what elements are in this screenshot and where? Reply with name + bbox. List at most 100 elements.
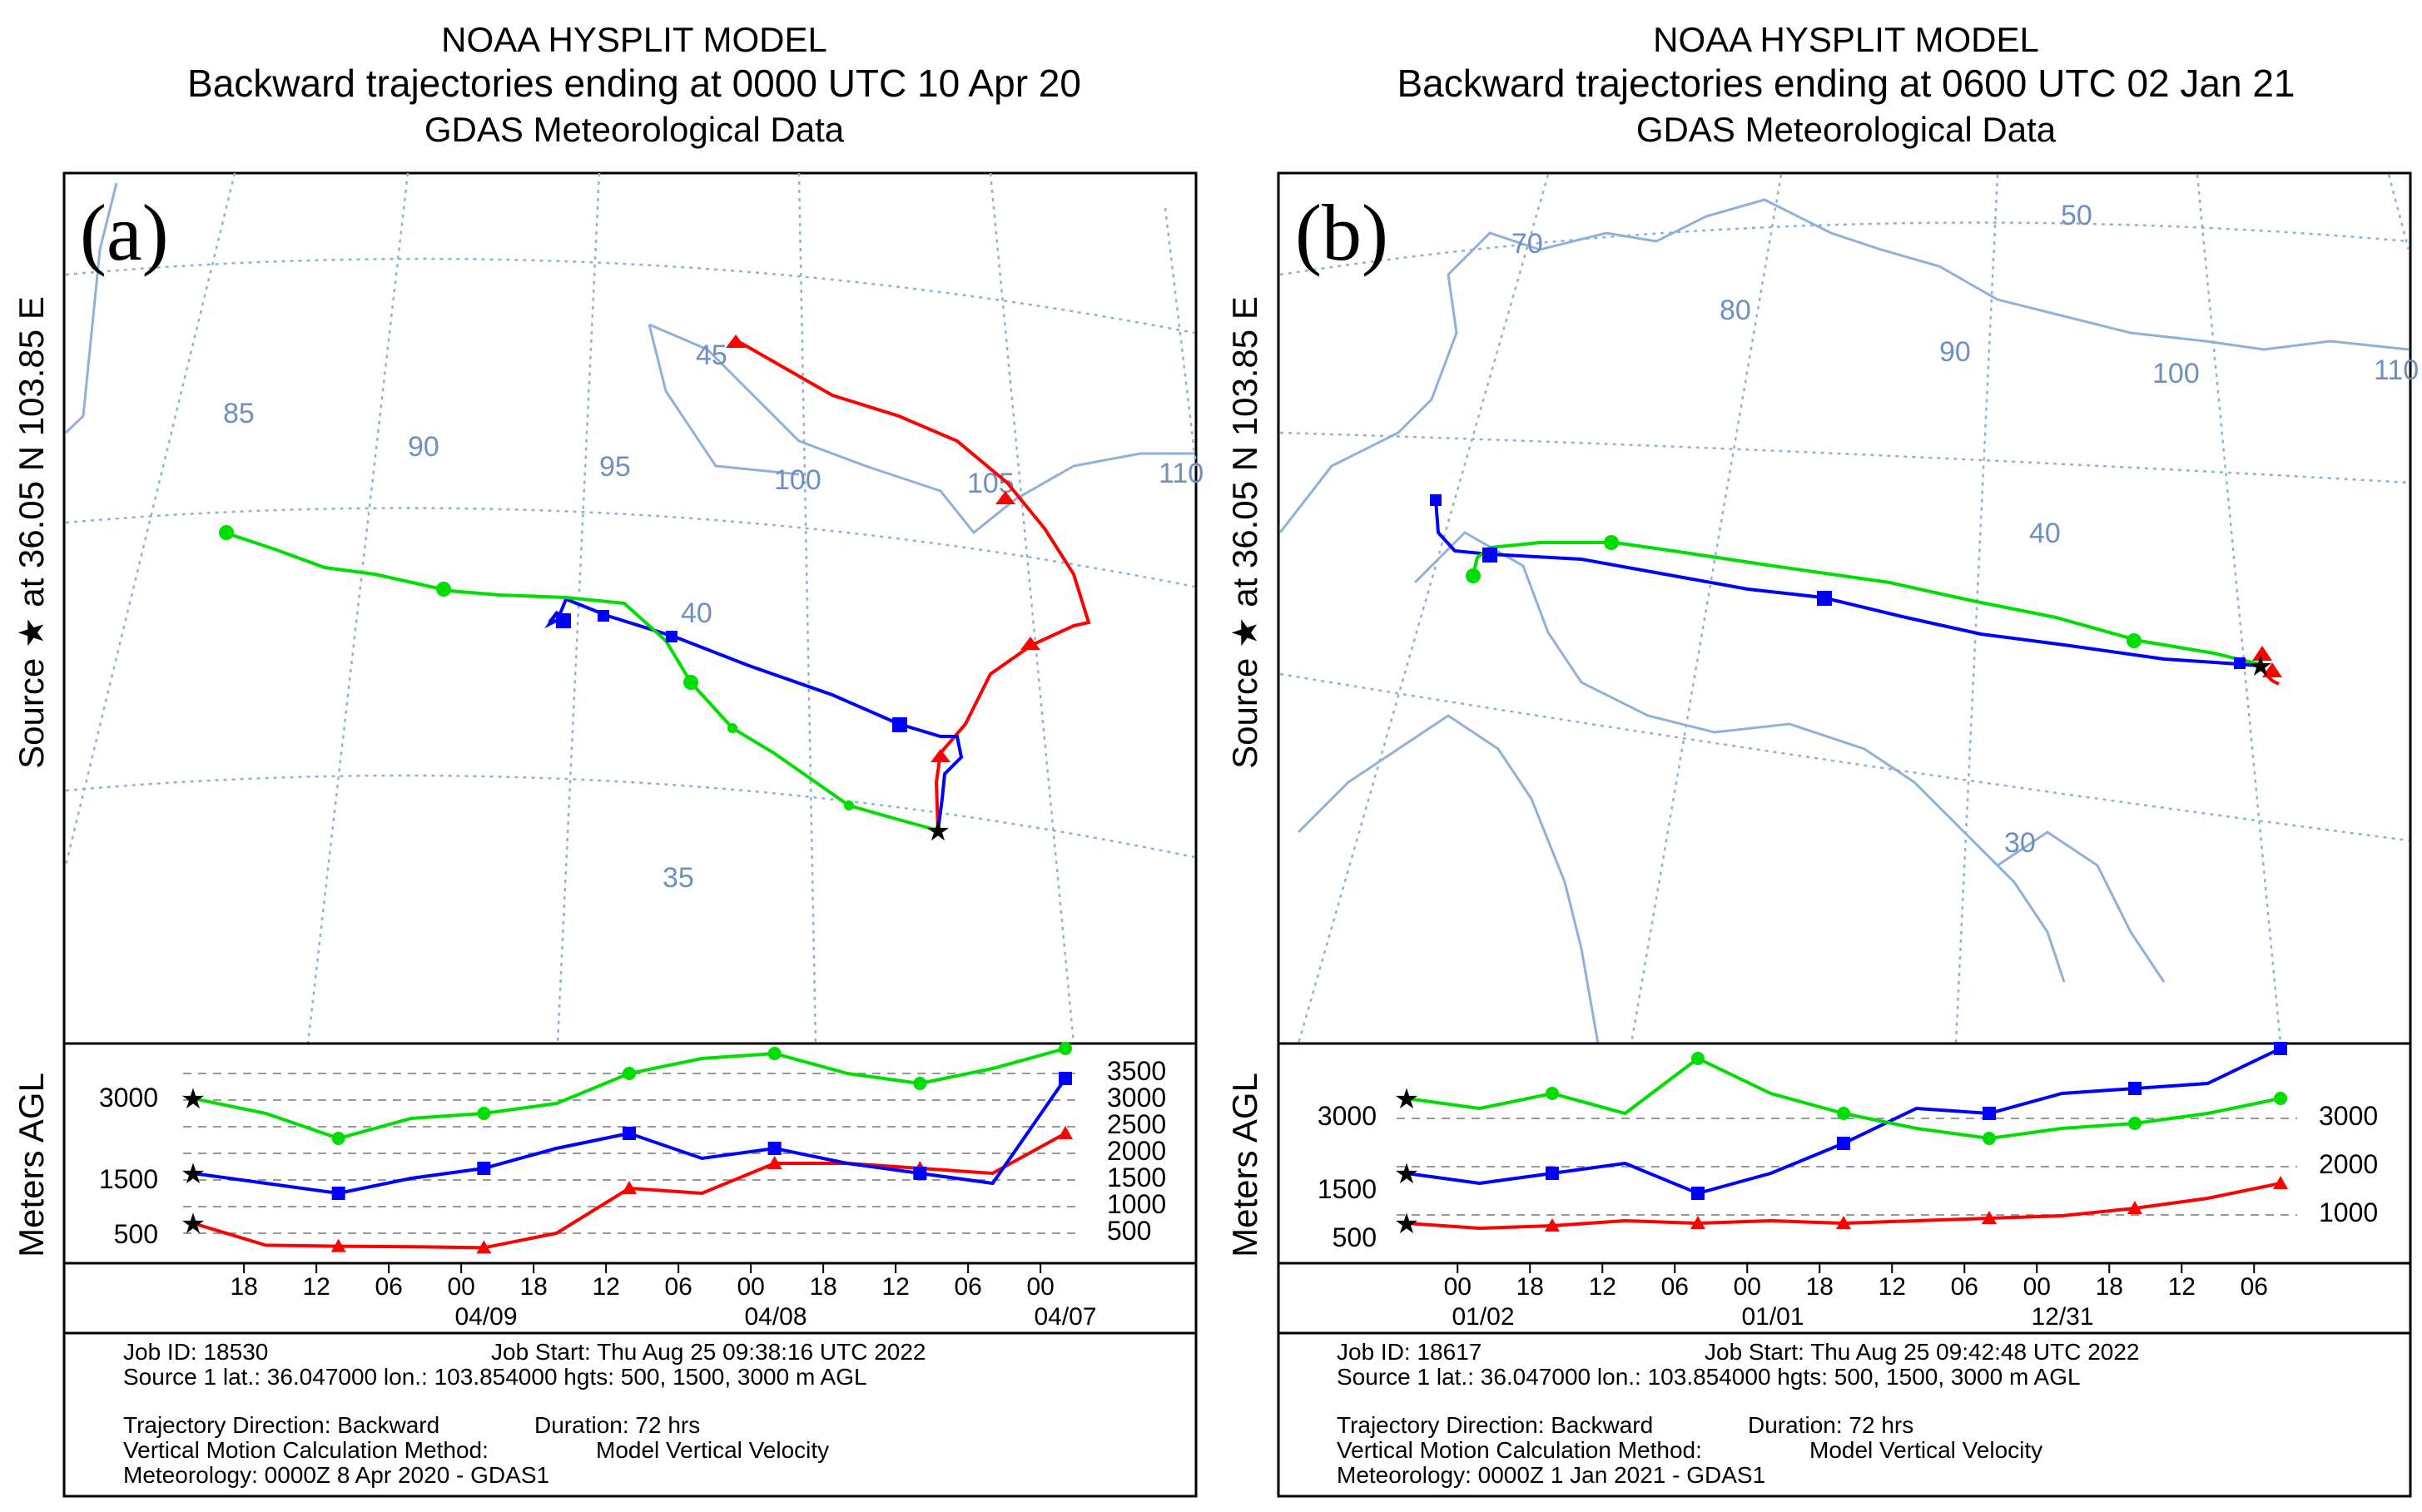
panel-b-marker-500m-b [2262,662,2282,677]
b-time-tick-4: 00 [1734,1273,1761,1301]
panel-a-footer: Job ID: 18530 Job Start: Thu Aug 25 09:3… [62,1331,1198,1498]
panel-b-height: ★ ★ ★ 3000 1500 500 3000 2000 1000 [1277,1042,2412,1265]
panel-b-border [1278,198,2410,1044]
b-height-point-1-2 [1546,1167,1559,1180]
panel-a-title-line3: GDAS Meteorological Data [424,110,845,149]
panel-b-lon-label-90: 90 [1939,336,1971,368]
panel-a-marker-500m-mid [995,491,1015,504]
panel-b-label: (b) [1295,188,1388,277]
a-height-point-1-8 [767,1142,782,1155]
b-height-point-0-4 [1690,1216,1705,1229]
panel-a-marker-1500m-b [666,631,677,642]
b-time-tick-9: 18 [2096,1273,2123,1301]
b-time-tick-2: 12 [1589,1273,1616,1301]
panel-a-lon-85 [64,172,236,866]
panel-b-date-1231: 12/31 [2031,1303,2093,1331]
b-time-tick-8: 00 [2023,1273,2051,1301]
panel-b-lon-label-80: 80 [1720,295,1751,326]
panel-a-time-ticks: 18 12 06 00 18 12 06 00 18 12 06 00 [230,1263,1055,1301]
panel-a-lat-label-40: 40 [681,597,712,629]
panel-b-title-line2: Backward trajectories ending at 0600 UTC… [1397,62,2295,105]
panel-a-lat-label-35: 35 [663,862,694,894]
a-height-point-0-2 [330,1238,346,1252]
panel-a-job-start: Job Start: Thu Aug 25 09:38:16 UTC 2022 [491,1339,926,1365]
a-time-tick-4: 18 [519,1273,547,1301]
a-height-point-0-12 [1058,1126,1073,1139]
b-height-point-1-8 [1983,1107,1996,1120]
b-time-tick-1: 18 [1516,1273,1544,1301]
a-time-tick-0: 18 [230,1273,257,1301]
panel-b-tick-right-2000: 2000 [2319,1149,2378,1179]
b-height-point-0-10 [2127,1201,2142,1214]
panel-b-map-frame [1277,171,2412,1045]
panel-a-tick-left-3000: 3000 [99,1083,158,1113]
panel-a-tick-right-1000: 1000 [1107,1189,1166,1219]
panel-b-job-id: Job ID: 18617 [1337,1339,1481,1365]
panel-a-date-0409: 04/09 [454,1303,517,1331]
panel-b-footer-frame [1277,1331,2412,1498]
b-time-tick-7: 06 [1951,1273,1978,1301]
panel-a-marker-1500m-d [598,610,609,622]
panel-b-marker-3000m-a [2127,633,2142,648]
b-time-tick-5: 18 [1806,1273,1834,1301]
panel-b-footer: Job ID: 18617 Job Start: Thu Aug 25 09:4… [1277,1331,2412,1498]
panel-a-date-0408: 04/08 [744,1303,807,1331]
a-time-tick-6: 06 [664,1273,692,1301]
a-time-tick-5: 12 [592,1273,619,1301]
a-time-tick-9: 12 [881,1273,909,1301]
panel-b-lon-70 [1297,174,1550,1044]
panel-b-source-line: Source 1 lat.: 36.047000 lon.: 103.85400… [1337,1364,2081,1390]
panel-a-lat-40 [65,507,1195,588]
a-height-point-2-12 [1059,1042,1072,1055]
panel-b-marker-1500m-a [2234,657,2246,669]
b-height-point-0-6 [1836,1216,1851,1229]
b-height-point-2-6 [1837,1107,1850,1120]
panel-a-height-axis-label: Meters AGL [12,1073,51,1257]
panel-b-map: 70 80 90 100 110 50 40 30 ★ [1277,171,2419,1045]
panel-a-tick-left-500: 500 [114,1219,158,1249]
panel-b-height-axis-label: Meters AGL [1225,1073,1264,1257]
panel-b-source-star: ★ [2248,651,2273,682]
panel-b-marker-1500m-b [1817,591,1832,606]
b-height-point-1-10 [2128,1082,2142,1095]
a-time-tick-3: 00 [447,1273,474,1301]
b-time-tick-11: 06 [2241,1273,2268,1301]
panel-a-lon-label-95: 95 [599,451,631,483]
panel-a-footer-frame [62,1331,1198,1498]
b-height-source-star-2: ★ [1394,1083,1419,1115]
panel-b-job-start: Job Start: Thu Aug 25 09:42:48 UTC 2022 [1705,1339,2140,1365]
b-time-tick-10: 12 [2168,1273,2196,1301]
panel-a-traj-500m [740,341,1091,831]
panel-b-side-label: Source ★ at 36.05 N 103.85 E [1225,296,1264,769]
a-height-point-1-2 [331,1187,345,1200]
panel-a-source-line: Source 1 lat.: 36.047000 lon.: 103.85400… [123,1364,867,1390]
a-time-tick-8: 18 [809,1273,836,1301]
panel-a-right-ticks: 3500 3000 2500 2000 1500 1000 500 [1107,1056,1166,1246]
a-height-point-1-12 [1059,1072,1072,1085]
panel-a-title-line1: NOAA HYSPLIT MODEL [441,20,827,59]
panel-a-side-label: Source ★ at 36.05 N 103.85 E [12,296,51,769]
panel-a-height-series: ★ ★ ★ [181,1042,1073,1254]
a-height-source-star-1: ★ [181,1158,206,1190]
panel-a-label: (a) [80,188,169,277]
panel-a-traj-3000m [224,531,939,832]
panel-b-title-line3: GDAS Meteorological Data [1636,110,2057,149]
panel-a-marker-3000m-a [436,582,451,597]
panel-b-lon-label-110: 110 [2374,354,2419,386]
a-height-source-star-0: ★ [181,1208,206,1240]
panel-b-vertical-method: Vertical Motion Calculation Method: [1337,1437,1702,1463]
panel-a-tick-right-1500: 1500 [1107,1163,1166,1192]
panel-b-time-frame [1277,1262,2412,1335]
panel-b-marker-1500m-c [1482,548,1497,563]
panel-b-lat-30 [1279,672,2410,842]
panel-a-height: ★ ★ ★ 3000 1500 500 3500 3000 2500 2000 15… [62,1042,1198,1265]
panel-a-time-axis: 18 12 06 00 18 12 06 00 18 12 06 00 04/09 04/08 04/… [62,1262,1198,1335]
panel-a-markers [219,335,1040,811]
panel-b-marker-1500m-d [1430,494,1442,506]
panel-b-vertical-value: Model Vertical Velocity [1809,1437,2042,1463]
panel-a-job-id: Job ID: 18530 [123,1339,268,1365]
panel-a: NOAA HYSPLIT MODEL Backward trajectories… [12,20,1204,1498]
panel-b: NOAA HYSPLIT MODEL Backward trajectories… [1225,20,2419,1498]
panel-b-marker-500m-a [2252,646,2272,661]
